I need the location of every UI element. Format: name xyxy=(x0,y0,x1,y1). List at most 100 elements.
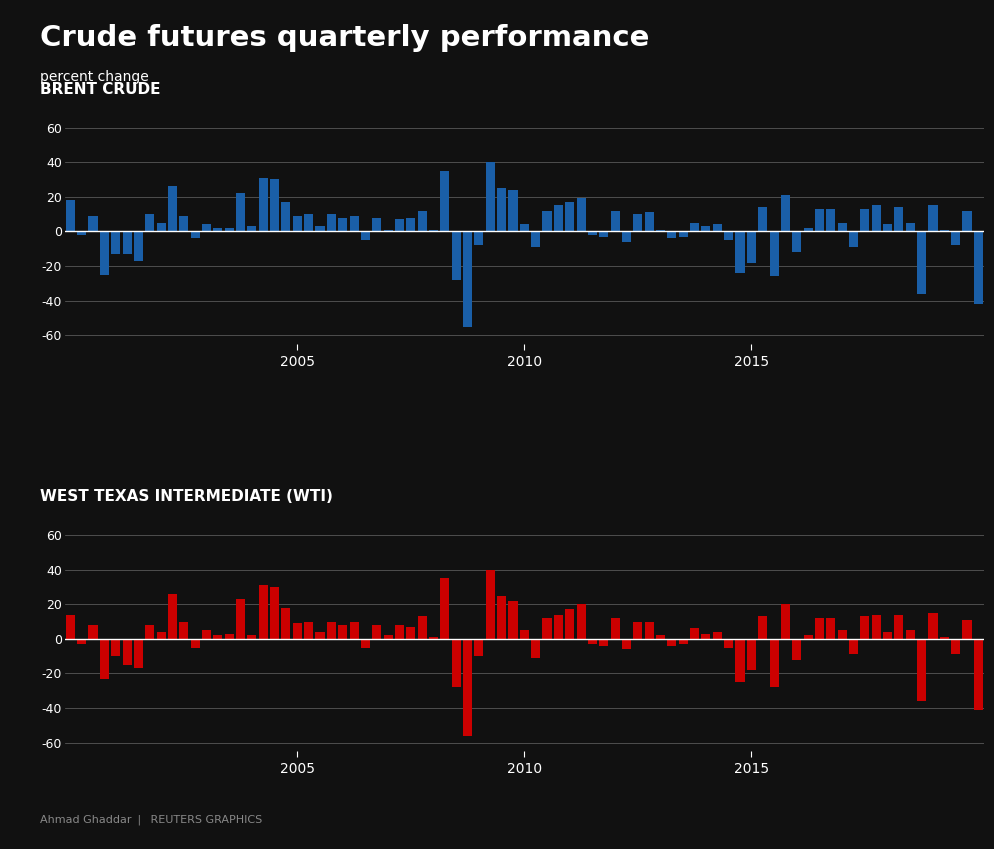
Bar xyxy=(111,231,120,254)
Bar xyxy=(849,231,858,247)
Bar xyxy=(928,613,937,639)
Bar xyxy=(179,621,188,639)
Bar xyxy=(78,639,86,644)
Bar xyxy=(111,639,120,656)
Bar xyxy=(293,216,302,231)
Bar xyxy=(633,214,642,231)
Bar xyxy=(451,231,461,280)
Bar xyxy=(861,616,870,639)
Bar xyxy=(543,211,552,231)
Bar xyxy=(168,594,177,639)
Bar xyxy=(509,190,518,231)
Bar xyxy=(474,231,483,245)
Bar xyxy=(497,188,506,231)
Bar xyxy=(702,226,711,231)
Bar xyxy=(667,639,677,646)
Bar xyxy=(248,635,256,639)
Bar xyxy=(792,639,801,660)
Bar xyxy=(633,621,642,639)
Bar xyxy=(315,632,325,639)
Bar xyxy=(883,224,893,231)
Bar xyxy=(214,635,223,639)
Bar xyxy=(951,231,960,245)
Bar xyxy=(736,639,745,682)
Bar xyxy=(826,618,835,639)
Bar xyxy=(191,639,200,648)
Bar xyxy=(384,635,393,639)
Bar xyxy=(769,639,778,688)
Bar xyxy=(315,226,325,231)
Bar xyxy=(974,639,983,710)
Bar xyxy=(781,604,790,639)
Bar xyxy=(338,625,347,639)
Bar xyxy=(554,205,563,231)
Bar xyxy=(293,623,302,639)
Bar xyxy=(236,194,246,231)
Bar xyxy=(417,616,426,639)
Bar xyxy=(88,625,97,639)
Bar xyxy=(826,209,835,231)
Bar xyxy=(566,610,575,639)
Bar xyxy=(531,231,540,247)
Bar xyxy=(906,630,914,639)
Bar xyxy=(656,229,665,231)
Bar xyxy=(395,625,404,639)
Text: Crude futures quarterly performance: Crude futures quarterly performance xyxy=(40,24,649,52)
Bar xyxy=(258,585,267,639)
Bar xyxy=(769,231,778,277)
Bar xyxy=(145,625,154,639)
Bar xyxy=(191,231,200,239)
Bar xyxy=(690,222,699,231)
Bar xyxy=(350,621,359,639)
Bar xyxy=(543,618,552,639)
Text: REUTERS GRAPHICS: REUTERS GRAPHICS xyxy=(147,815,262,825)
Bar xyxy=(486,162,495,231)
Bar xyxy=(202,224,211,231)
Bar xyxy=(758,616,767,639)
Text: Ahmad Ghaddar: Ahmad Ghaddar xyxy=(40,815,131,825)
Bar xyxy=(429,637,438,639)
Bar xyxy=(122,639,131,665)
Bar xyxy=(815,209,824,231)
Bar xyxy=(792,231,801,252)
Bar xyxy=(622,639,631,649)
Bar xyxy=(258,177,267,231)
Bar xyxy=(895,207,904,231)
Bar xyxy=(746,639,755,670)
Bar xyxy=(702,633,711,639)
Bar xyxy=(66,615,75,639)
Text: BRENT CRUDE: BRENT CRUDE xyxy=(40,82,160,97)
Bar xyxy=(577,199,585,231)
Bar xyxy=(939,637,949,639)
Bar xyxy=(509,601,518,639)
Bar xyxy=(270,179,279,231)
Bar xyxy=(463,231,472,327)
Bar xyxy=(327,214,336,231)
Bar xyxy=(407,627,415,639)
Bar xyxy=(974,231,983,304)
Bar xyxy=(281,202,290,231)
Bar xyxy=(157,222,166,231)
Bar xyxy=(622,231,631,242)
Bar xyxy=(849,639,858,655)
Bar xyxy=(599,639,608,646)
Bar xyxy=(372,217,382,231)
Text: WEST TEXAS INTERMEDIATE (WTI): WEST TEXAS INTERMEDIATE (WTI) xyxy=(40,489,333,504)
Bar xyxy=(202,630,211,639)
Bar xyxy=(474,639,483,656)
Bar xyxy=(361,639,370,648)
Bar xyxy=(667,231,677,239)
Bar xyxy=(531,639,540,658)
Bar xyxy=(270,587,279,639)
Bar xyxy=(872,205,881,231)
Bar xyxy=(917,639,926,701)
Bar xyxy=(338,217,347,231)
Bar xyxy=(78,231,86,235)
Bar xyxy=(451,639,461,688)
Bar xyxy=(554,615,563,639)
Bar xyxy=(872,615,881,639)
Bar xyxy=(599,231,608,237)
Bar xyxy=(168,187,177,231)
Bar xyxy=(304,214,313,231)
Bar xyxy=(724,639,734,648)
